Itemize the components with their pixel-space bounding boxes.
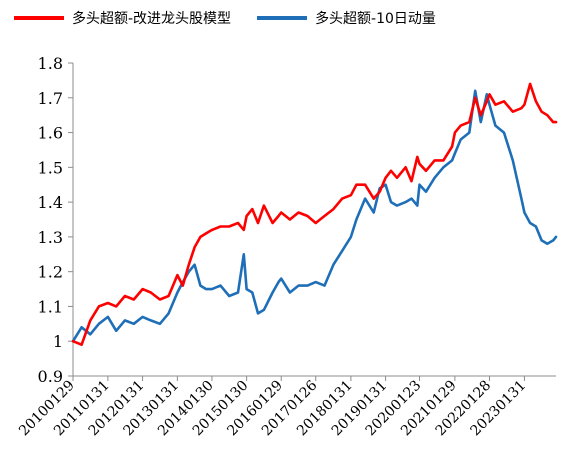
y-tick-label-7: 1.6 bbox=[38, 124, 63, 143]
series-line-2 bbox=[71, 89, 558, 343]
legend-swatch-series-2 bbox=[257, 16, 308, 20]
y-tick-label-5: 1.4 bbox=[38, 193, 63, 212]
y-tick-label-6: 1.5 bbox=[38, 158, 63, 177]
legend-label-series-2: 多头超额-10日动量 bbox=[315, 11, 436, 27]
y-tick-label-0: 0.9 bbox=[38, 367, 63, 386]
series-line-1 bbox=[71, 82, 558, 347]
legend-item-series-2: 多头超额-10日动量 bbox=[257, 8, 436, 28]
y-tick-label-1: 1 bbox=[53, 332, 63, 351]
y-tick-label-2: 1.1 bbox=[38, 297, 63, 316]
y-tick-label-4: 1.3 bbox=[38, 228, 63, 247]
legend: 多头超额-改进龙头股模型 多头超额-10日动量 bbox=[14, 6, 436, 30]
y-tick-label-9: 1.8 bbox=[38, 54, 63, 73]
y-tick-label-8: 1.7 bbox=[38, 89, 63, 108]
legend-label-series-1: 多头超额-改进龙头股模型 bbox=[72, 11, 232, 27]
legend-swatch-series-1 bbox=[14, 16, 64, 20]
y-tick-label-3: 1.2 bbox=[38, 263, 63, 282]
legend-item-series-1: 多头超额-改进龙头股模型 bbox=[14, 8, 231, 28]
